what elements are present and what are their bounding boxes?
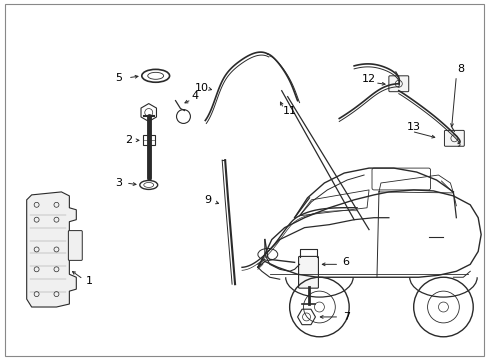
FancyBboxPatch shape	[444, 130, 463, 146]
Polygon shape	[27, 192, 76, 307]
Text: 7: 7	[342, 312, 349, 322]
Text: 10: 10	[195, 83, 209, 93]
Text: 2: 2	[125, 135, 132, 145]
FancyBboxPatch shape	[371, 168, 429, 190]
FancyBboxPatch shape	[142, 135, 154, 145]
Text: 5: 5	[115, 73, 122, 83]
Text: 3: 3	[115, 178, 122, 188]
FancyBboxPatch shape	[68, 231, 82, 260]
Text: 12: 12	[361, 74, 375, 84]
Text: 9: 9	[204, 195, 211, 205]
Text: 4: 4	[191, 91, 199, 101]
FancyBboxPatch shape	[298, 256, 318, 288]
Text: 6: 6	[342, 257, 349, 267]
Text: 11: 11	[282, 105, 296, 116]
Text: 1: 1	[85, 276, 93, 286]
Text: 13: 13	[406, 122, 420, 132]
FancyBboxPatch shape	[388, 76, 408, 92]
Text: 8: 8	[456, 64, 463, 74]
